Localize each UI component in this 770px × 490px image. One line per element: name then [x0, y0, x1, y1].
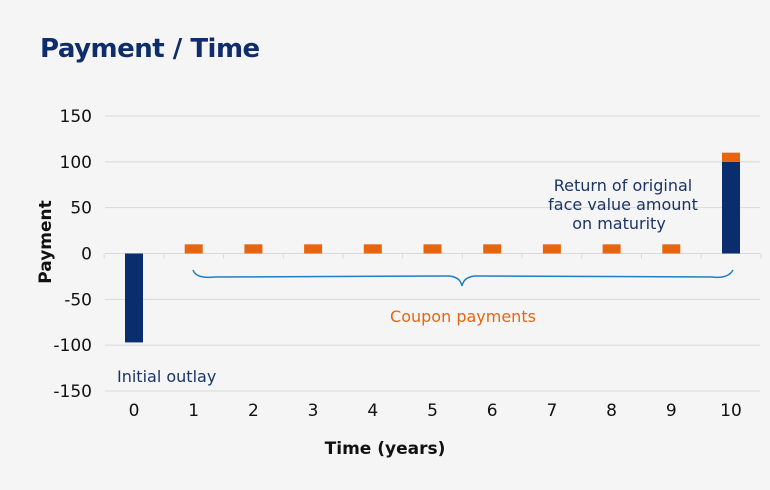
- x-tick-label: 0: [129, 401, 140, 421]
- bars: [125, 152, 740, 343]
- y-tick-label: 0: [81, 245, 92, 265]
- x-tick-label: 8: [606, 401, 617, 421]
- x-tick-label: 2: [248, 401, 259, 421]
- bar-coupon-8: [602, 244, 621, 254]
- x-tick-label: 3: [308, 401, 319, 421]
- x-tick-label: 4: [367, 401, 378, 421]
- annotation-maturity-line-3: on maturity: [572, 214, 666, 233]
- annotation-coupon-payments: Coupon payments: [390, 307, 536, 326]
- annotation-initial-outlay: Initial outlay: [117, 367, 216, 386]
- bar-principal-10: [722, 161, 740, 254]
- x-tick-label: 5: [427, 401, 438, 421]
- bar-coupon-9: [662, 244, 681, 254]
- bar-coupon-1: [184, 244, 203, 254]
- y-tick-label: 150: [60, 107, 92, 127]
- bar-principal-0: [125, 253, 143, 343]
- bar-coupon-10: [722, 152, 740, 162]
- y-tick-label: 50: [70, 199, 92, 219]
- bar-coupon-6: [483, 244, 502, 254]
- y-tick-labels: 150 100 50 0 -50 -100 -150: [53, 107, 92, 402]
- x-tick-labels: 0 1 2 3 4 5 6 7 8 9 10: [129, 401, 742, 421]
- gridlines: [103, 115, 762, 392]
- chart-title: Payment / Time: [40, 34, 260, 64]
- x-axis-title: Time (years): [325, 439, 446, 459]
- x-tick-label: 7: [546, 401, 557, 421]
- y-axis-title: Payment: [36, 200, 56, 284]
- bar-coupon-5: [423, 244, 442, 254]
- y-tick-label: 100: [60, 153, 92, 173]
- annotation-maturity-line-1: Return of original: [554, 176, 693, 195]
- x-tick-label: 10: [720, 401, 742, 421]
- coupon-brace: [192, 269, 734, 287]
- x-tick-label: 1: [188, 401, 199, 421]
- y-tick-label: -150: [53, 382, 92, 402]
- bar-coupon-3: [304, 244, 323, 254]
- y-tick-label: -100: [53, 336, 92, 356]
- annotation-maturity-line-2: face value amount: [548, 195, 698, 214]
- bar-coupon-7: [542, 244, 561, 254]
- x-tick-label: 9: [666, 401, 677, 421]
- x-tick-label: 6: [487, 401, 498, 421]
- bar-coupon-4: [363, 244, 382, 254]
- bar-coupon-2: [244, 244, 263, 254]
- y-tick-label: -50: [64, 290, 92, 310]
